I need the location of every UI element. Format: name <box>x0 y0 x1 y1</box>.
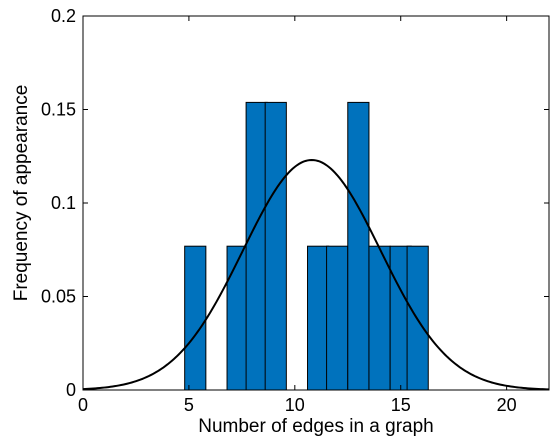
y-tick-label: 0 <box>66 380 76 400</box>
histogram-bar <box>347 101 370 391</box>
ticks-layer: 0 5 10 15 20 0 0.05 0.1 0.15 0.2 <box>41 6 549 415</box>
bars-layer <box>184 101 429 391</box>
histogram-bar <box>226 245 249 391</box>
histogram-bar <box>264 101 287 391</box>
histogram-bar <box>184 245 207 391</box>
x-tick-label: 20 <box>497 395 517 415</box>
normal-fit-curve <box>82 158 550 391</box>
histogram-bar <box>326 245 349 391</box>
x-tick-label: 5 <box>184 395 194 415</box>
y-axis-title: Frequency of appearance <box>11 85 32 302</box>
x-axis-title: Number of edges in a graph <box>198 416 434 437</box>
y-tick-label: 0.1 <box>51 193 76 213</box>
x-tick-label: 0 <box>78 395 88 415</box>
y-tick-label: 0.2 <box>51 6 76 26</box>
histogram-bar <box>245 101 268 391</box>
histogram-bar <box>368 245 391 391</box>
x-tick-label: 10 <box>285 395 305 415</box>
y-tick-label: 0.15 <box>41 100 76 120</box>
histogram-bar <box>307 245 330 391</box>
y-tick-label: 0.05 <box>41 287 76 307</box>
x-tick-label: 15 <box>391 395 411 415</box>
